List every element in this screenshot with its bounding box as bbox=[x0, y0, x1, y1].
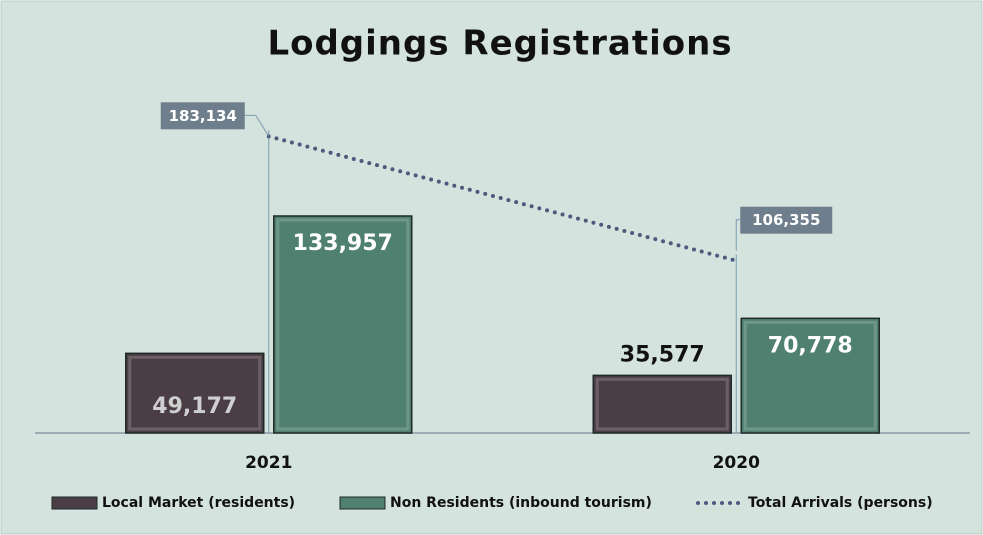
legend-swatch bbox=[51, 496, 98, 510]
bar-bevel bbox=[743, 320, 877, 431]
x-tick-label: 2021 bbox=[245, 453, 292, 473]
bar-bevel bbox=[595, 377, 729, 431]
bar bbox=[125, 352, 265, 434]
legend-label: Local Market (residents) bbox=[102, 495, 295, 511]
bar bbox=[740, 317, 880, 434]
data-label: 133,957 bbox=[293, 231, 393, 256]
label-box bbox=[740, 206, 833, 234]
bar-bevel bbox=[276, 218, 410, 431]
legend-swatch bbox=[339, 496, 386, 510]
data-label: 183,134 bbox=[169, 107, 237, 125]
data-label: 106,355 bbox=[752, 211, 820, 229]
data-label: 70,778 bbox=[768, 333, 853, 358]
label-box bbox=[160, 102, 245, 130]
label-leader bbox=[244, 114, 270, 137]
legend-label: Total Arrivals (persons) bbox=[748, 495, 933, 511]
data-label: 49,177 bbox=[152, 394, 237, 419]
label-leader bbox=[735, 219, 741, 251]
bar-bevel bbox=[128, 355, 262, 431]
legend-label: Non Residents (inbound tourism) bbox=[390, 495, 652, 511]
chart-title: Lodgings Registrations bbox=[267, 24, 732, 64]
bar bbox=[273, 215, 413, 434]
data-label: 35,577 bbox=[620, 342, 705, 367]
bar bbox=[592, 374, 732, 434]
x-tick-label: 2020 bbox=[713, 453, 760, 473]
line bbox=[266, 134, 739, 263]
